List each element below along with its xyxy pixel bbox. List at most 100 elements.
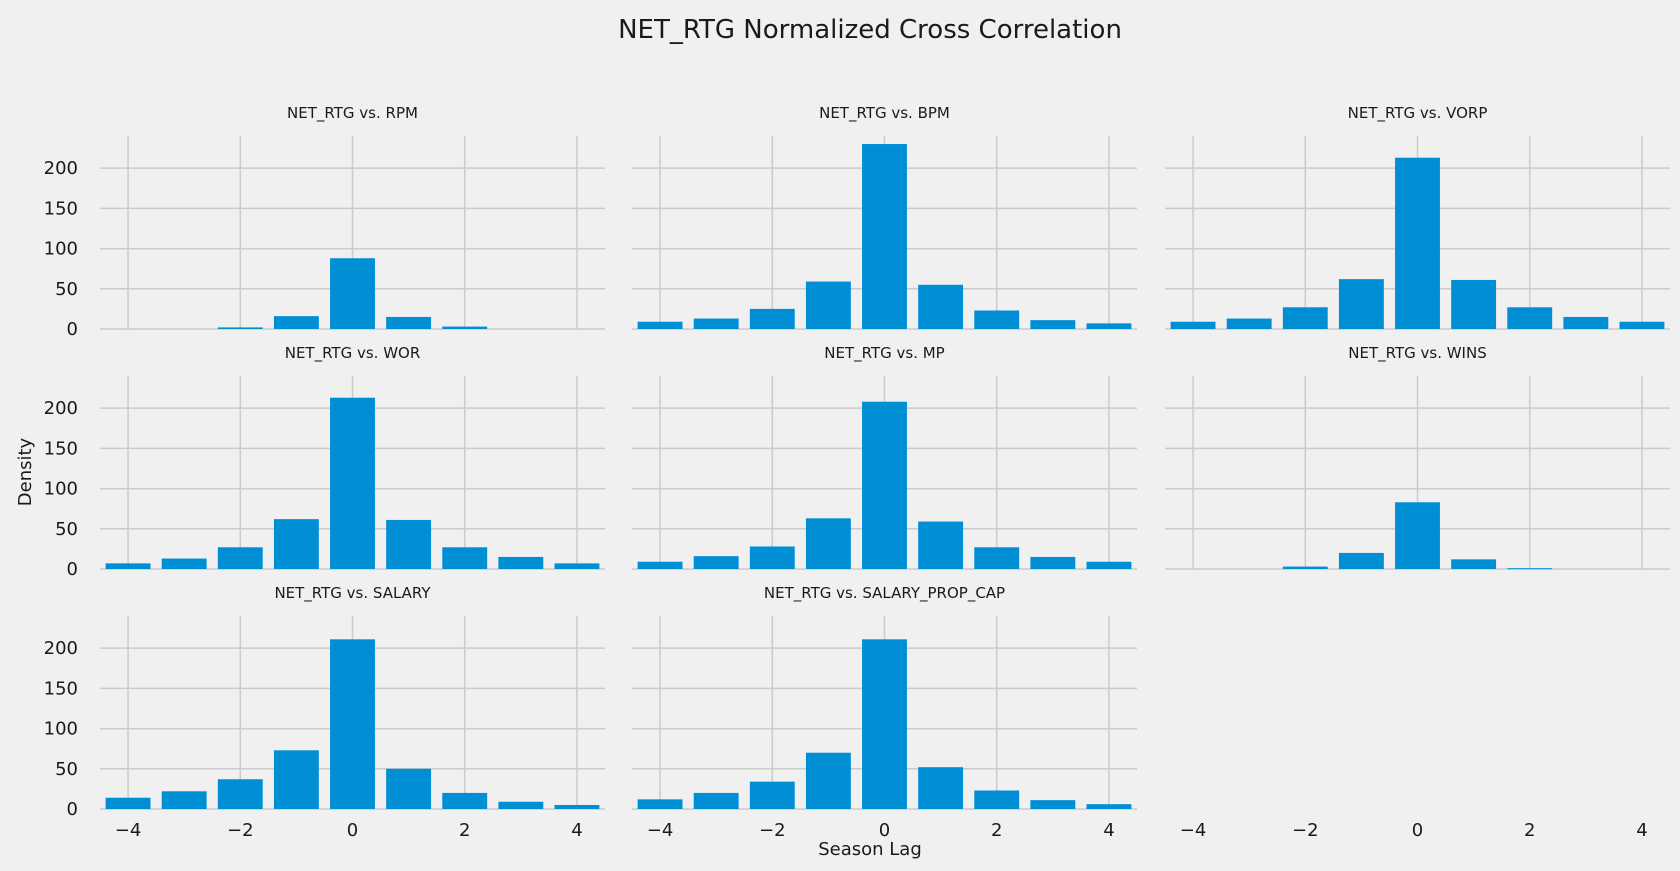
bar — [161, 791, 207, 809]
bar — [693, 556, 739, 569]
bar — [498, 556, 544, 569]
bar — [273, 750, 319, 809]
bar — [693, 318, 739, 329]
bar — [1507, 568, 1553, 570]
y-tick-label: 0 — [67, 559, 78, 580]
bar — [693, 792, 739, 809]
bar — [1338, 279, 1384, 329]
bar — [105, 563, 151, 569]
x-tick-label: 2 — [459, 820, 470, 841]
bar — [1086, 323, 1132, 329]
bar — [1338, 552, 1384, 569]
y-tick-label: 150 — [44, 678, 78, 699]
subplot-4: NET_RTG vs. WOR 0 50 100 150 200 — [44, 344, 605, 580]
x-tick-label: −4 — [1180, 820, 1207, 841]
bar — [330, 258, 375, 329]
bar — [386, 768, 432, 809]
x-tick-label: 2 — [1524, 820, 1535, 841]
bar — [1451, 279, 1497, 329]
y-tick-label: 150 — [44, 198, 78, 219]
subplot-title: NET_RTG vs. VORP — [1348, 104, 1488, 123]
bar — [1395, 157, 1440, 329]
y-tick-label: 150 — [44, 438, 78, 459]
bar — [217, 327, 263, 329]
bar — [1395, 502, 1440, 569]
x-tick-label: −2 — [1292, 820, 1319, 841]
x-axis-label: Season Lag — [818, 839, 922, 860]
bar — [862, 401, 907, 569]
x-tick-label: 4 — [1103, 820, 1114, 841]
y-tick-label: 50 — [55, 519, 78, 540]
bar — [1451, 559, 1497, 569]
bar — [330, 397, 375, 569]
subplot-title: NET_RTG vs. MP — [824, 344, 944, 363]
y-tick-label: 0 — [67, 319, 78, 340]
bar — [554, 804, 600, 809]
bar — [498, 801, 544, 809]
bar — [637, 321, 683, 329]
subplot-8: NET_RTG vs. SALARY_PROP_CAP — [632, 584, 1137, 810]
subplot-title: NET_RTG vs. RPM — [287, 104, 418, 123]
bar — [862, 144, 907, 329]
x-tick-label: 0 — [1412, 820, 1423, 841]
bar — [974, 790, 1020, 809]
bar — [918, 767, 964, 809]
bar — [1226, 318, 1272, 329]
bar — [805, 752, 851, 809]
bar — [1086, 804, 1132, 809]
subplot-title: NET_RTG vs. SALARY_PROP_CAP — [764, 584, 1005, 603]
bar — [442, 326, 488, 329]
bar — [442, 792, 488, 809]
y-tick-label: 100 — [44, 479, 78, 500]
subplot-title: NET_RTG vs. SALARY — [274, 584, 431, 603]
bar — [1030, 556, 1076, 569]
bar — [749, 308, 795, 329]
bar — [1282, 566, 1328, 569]
y-tick-label: 200 — [44, 158, 78, 179]
subplot-1: NET_RTG vs. RPM 0 50 100 150 200 — [44, 104, 605, 340]
x-tick-label: 4 — [1636, 820, 1647, 841]
bar — [637, 561, 683, 569]
bar — [1282, 307, 1328, 329]
bar — [161, 558, 207, 569]
x-tick-label: −4 — [647, 820, 674, 841]
subplot-title: NET_RTG vs. BPM — [819, 104, 950, 123]
y-tick-label: 0 — [67, 799, 78, 820]
bar — [217, 547, 263, 569]
y-tick-label: 50 — [55, 759, 78, 780]
subplot-7: NET_RTG vs. SALARY 0 50 100 150 200 — [44, 584, 605, 820]
y-tick-label: 200 — [44, 398, 78, 419]
y-tick-label: 200 — [44, 638, 78, 659]
subplot-6: NET_RTG vs. WINS — [1165, 344, 1670, 570]
x-tick-label: 0 — [347, 820, 358, 841]
bar — [386, 519, 432, 569]
bar — [1030, 320, 1076, 329]
bar — [1563, 316, 1609, 329]
subplot-3: NET_RTG vs. VORP — [1165, 104, 1670, 330]
bar — [862, 639, 907, 809]
bar — [273, 519, 319, 569]
x-tick-label: −2 — [227, 820, 254, 841]
bar — [749, 546, 795, 569]
figure-title: NET_RTG Normalized Cross Correlation — [618, 15, 1122, 45]
bar — [554, 563, 600, 569]
y-tick-label: 50 — [55, 279, 78, 300]
bar — [918, 284, 964, 329]
bar — [805, 281, 851, 329]
subplot-title: NET_RTG vs. WINS — [1348, 344, 1486, 363]
bar — [1170, 321, 1216, 329]
x-tick-label: 2 — [991, 820, 1002, 841]
bar — [1619, 321, 1665, 329]
x-tick-label: 4 — [571, 820, 582, 841]
bar — [442, 547, 488, 569]
y-tick-label: 100 — [44, 719, 78, 740]
subplot-2: NET_RTG vs. BPM — [632, 104, 1137, 330]
bar — [918, 521, 964, 569]
bar — [1086, 561, 1132, 569]
subplot-5: NET_RTG vs. MP — [632, 344, 1137, 570]
bar — [273, 316, 319, 329]
y-tick-label: 100 — [44, 239, 78, 260]
bar — [217, 779, 263, 809]
